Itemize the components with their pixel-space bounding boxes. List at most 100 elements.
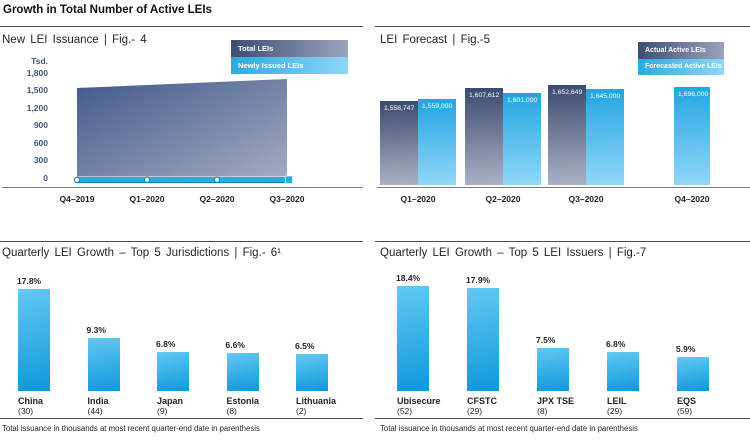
footnote-divider-left (0, 418, 363, 419)
legend-label: Newly Issued LEIs (238, 61, 304, 70)
category-label: India (87, 396, 109, 406)
category-sub-label: (8) (537, 406, 548, 416)
header-divider-right (375, 26, 750, 27)
y-tick-label: 1,200 (26, 102, 48, 113)
growth-bar (607, 352, 639, 391)
section-divider-left (0, 241, 363, 242)
fig6-footnote: Total issuance in thousands at most rece… (2, 424, 260, 433)
category-label: Japan (157, 396, 184, 406)
x-tick-label: Q2–2020 (199, 194, 235, 204)
x-tick-label: Q1–2020 (129, 194, 165, 204)
category-sub-label: (30) (18, 406, 34, 416)
growth-percent-label: 6.6% (225, 340, 245, 350)
growth-bar (87, 338, 120, 391)
fig5-title: LEI Forecast | Fig.-5 (380, 34, 490, 46)
category-sub-label: (44) (87, 406, 103, 416)
y-axis-unit-label: Tsd. (31, 56, 48, 66)
actual-active-leis-bar (548, 85, 586, 185)
total-leis-area-shape (77, 79, 287, 177)
category-sub-label: (59) (677, 406, 693, 416)
y-tick-label: 0 (43, 172, 48, 183)
fig4-title: New LEI Issuance | Fig.- 4 (2, 34, 147, 46)
forecasted-active-leis-bar (503, 93, 541, 185)
growth-percent-label: 6.8% (606, 339, 626, 349)
actual-active-leis-bar (465, 88, 503, 185)
data-point-marker (73, 176, 81, 183)
growth-bar (397, 286, 429, 391)
growth-percent-label: 6.5% (295, 341, 315, 351)
growth-percent-label: 9.3% (86, 325, 106, 335)
fig7-footnote: Total issuance in thousands at most rece… (380, 424, 638, 433)
x-tick-label: Q4–2019 (59, 194, 95, 204)
growth-bar (226, 353, 259, 391)
x-tick-label: Q1–2020 (400, 194, 436, 204)
data-point-marker (213, 176, 221, 183)
forecasted-active-leis-bar (418, 99, 456, 185)
growth-percent-label: 18.4% (396, 273, 421, 283)
x-tick-label: Q2–2020 (485, 194, 521, 204)
y-tick-label: 300 (33, 155, 48, 165)
category-sub-label: (2) (296, 406, 307, 416)
y-tick-label: 1,800 (26, 67, 48, 78)
forecasted-active-leis-value: 1,645,000 (590, 93, 621, 100)
category-label: CFSTC (467, 396, 497, 406)
newly-issued-leis-line (75, 177, 290, 183)
growth-percent-label: 5.9% (676, 344, 696, 354)
header-divider-left (0, 26, 363, 27)
fig5-legend: Actual Active LEIs Forecasted Active LEI… (638, 42, 724, 75)
growth-bar (537, 348, 569, 391)
category-label: Lithuania (296, 396, 336, 406)
data-point-end-marker (285, 175, 293, 184)
growth-percent-label: 17.8% (17, 276, 42, 286)
y-tick-label: 1,500 (26, 85, 48, 95)
fig6-title: Quarterly LEI Growth – Top 5 Jurisdictio… (2, 247, 281, 259)
category-sub-label: (29) (467, 406, 483, 416)
actual-active-leis-bar (380, 101, 418, 185)
category-sub-label: (29) (607, 406, 623, 416)
footnote-divider-right (375, 418, 750, 419)
category-label: Ubisecure (397, 396, 441, 406)
legend-item-forecasted-active-leis: Forecasted Active LEIs (638, 58, 724, 75)
forecasted-active-leis-value: 1,601,000 (507, 97, 538, 104)
forecasted-active-leis-bar (674, 87, 710, 185)
category-label: EQS (677, 396, 697, 406)
category-label: Estonia (226, 396, 260, 406)
growth-bar (296, 354, 328, 391)
growth-percent-label: 6.8% (156, 339, 176, 349)
forecasted-active-leis-value: 1,696,000 (678, 91, 709, 98)
actual-active-leis-value: 1,607,612 (469, 92, 500, 99)
growth-bar (467, 288, 499, 391)
growth-bar (18, 289, 50, 391)
category-sub-label: (52) (397, 406, 413, 416)
page-title: Growth in Total Number of Active LEIs (3, 4, 212, 16)
legend-label: Forecasted Active LEIs (645, 63, 722, 71)
category-sub-label: (8) (226, 406, 237, 416)
category-label: JPX TSE (537, 396, 575, 406)
y-tick-label: 600 (33, 137, 48, 148)
legend-item-actual-active-leis: Actual Active LEIs (638, 42, 724, 59)
fig5-x-axis (377, 187, 750, 189)
x-tick-label: Q3–2020 (568, 194, 604, 204)
legend-label: Actual Active LEIs (645, 46, 706, 54)
newly-issued-leis-line-edge (75, 182, 290, 184)
y-tick-label: 900 (33, 120, 48, 130)
category-sub-label: (9) (157, 406, 168, 416)
legend-item-newly-issued-leis: Newly Issued LEIs (231, 57, 348, 74)
forecasted-active-leis-bar (586, 89, 624, 185)
category-label: China (18, 396, 44, 406)
legend-item-total-leis: Total LEIs (231, 40, 348, 57)
new-lei-issuance-area-chart (73, 79, 293, 184)
growth-percent-label: 7.5% (536, 335, 556, 345)
growth-bar (677, 357, 709, 391)
growth-bar (157, 352, 189, 391)
section-divider-right (375, 241, 750, 242)
growth-percent-label: 17.9% (466, 275, 491, 285)
x-tick-label: Q3–2020 (269, 194, 305, 204)
fig7-title: Quarterly LEI Growth – Top 5 LEI Issuers… (380, 247, 647, 259)
data-point-marker (143, 176, 151, 183)
actual-active-leis-value: 1,558,747 (384, 105, 415, 112)
legend-label: Total LEIs (238, 44, 274, 53)
category-label: LEIL (607, 396, 627, 406)
fig4-legend: Total LEIs Newly Issued LEIs (231, 40, 348, 74)
